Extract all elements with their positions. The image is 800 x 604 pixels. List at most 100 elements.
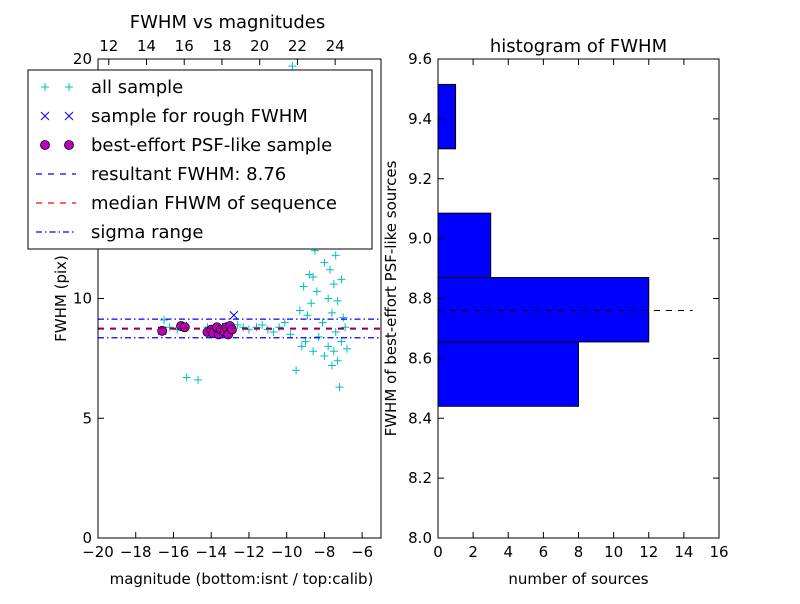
y-tick-label: 8.8 [408, 290, 432, 308]
point [312, 287, 321, 296]
y-tick-label: 10 [73, 290, 92, 308]
point [333, 296, 342, 305]
point [314, 332, 323, 341]
x-tick-label: 10 [604, 543, 623, 561]
x-tick-label: 8 [574, 543, 584, 561]
bar [437, 83, 457, 150]
y-axis-label: FWHM (pix) [52, 255, 70, 342]
legend-label: best-effort PSF-like sample [91, 135, 332, 156]
point [320, 258, 329, 267]
point [286, 330, 295, 339]
y-tick-label: 9.2 [408, 170, 432, 188]
y-tick-label: 8.6 [408, 349, 432, 367]
point [193, 375, 202, 384]
y-axis-label: FWHM of best-effort PSF-like sources [382, 160, 400, 436]
point [339, 313, 348, 322]
point [309, 272, 318, 281]
point [324, 342, 333, 351]
point [341, 323, 350, 332]
legend-swatch [65, 83, 73, 91]
point [299, 282, 308, 291]
point [333, 356, 342, 365]
point [275, 323, 284, 332]
plot-area [98, 62, 381, 392]
x-axis-label: magnitude (bottom:isnt / top:calib) [110, 570, 374, 588]
point [320, 351, 329, 360]
point [280, 318, 289, 327]
x-tick-label: −12 [233, 543, 265, 561]
bar [437, 341, 579, 407]
legend-swatch [40, 140, 50, 150]
legend-label: sigma range [91, 222, 203, 243]
x-tick-label: −16 [158, 543, 190, 561]
point [252, 323, 261, 332]
x-tick-label: −14 [195, 543, 227, 561]
chart-title: FWHM vs magnitudes [130, 12, 325, 33]
point [182, 373, 191, 382]
y-tick-label: 0 [82, 529, 92, 547]
legend-swatch [41, 83, 49, 91]
point [343, 344, 352, 353]
point [329, 280, 338, 289]
y-tick-label: 8.4 [408, 409, 432, 427]
x-tick-label: 12 [639, 543, 658, 561]
point [179, 322, 190, 333]
x2-tick-label: 22 [288, 37, 307, 55]
point [292, 366, 301, 375]
point [309, 347, 318, 356]
point [229, 310, 239, 320]
point [324, 294, 333, 303]
point [318, 318, 327, 327]
y-tick-label: 8.2 [408, 469, 432, 487]
point [288, 62, 297, 71]
x-tick-label: −18 [120, 543, 152, 561]
bar [437, 212, 492, 279]
x-tick-label: 16 [709, 543, 728, 561]
x-tick-label: −8 [313, 543, 335, 561]
x2-tick-label: 18 [212, 37, 231, 55]
legend-label: all sample [91, 77, 183, 98]
legend-swatch [64, 140, 74, 150]
legend-swatch [40, 111, 50, 121]
x-tick-label: 14 [674, 543, 693, 561]
x-tick-label: −10 [271, 543, 303, 561]
x2-tick-label: 14 [137, 37, 156, 55]
legend-swatch [64, 111, 74, 121]
legend-label: resultant FWHM: 8.76 [91, 164, 286, 185]
point [233, 320, 242, 329]
point [258, 320, 267, 329]
point [327, 361, 336, 370]
x2-tick-label: 24 [326, 37, 345, 55]
point [307, 299, 316, 308]
y-tick-label: 20 [73, 50, 92, 68]
point [335, 383, 344, 392]
x-tick-label: 2 [468, 543, 478, 561]
x-tick-label: −20 [82, 543, 114, 561]
y-tick-label: 8.0 [408, 529, 432, 547]
legend-frame [27, 69, 373, 250]
y-tick-label: 9.0 [408, 230, 432, 248]
point [337, 337, 346, 346]
point [303, 311, 312, 320]
legend: all sample sample for rough FWHM best-effo… [27, 69, 373, 250]
x-tick-label: 0 [433, 543, 443, 561]
point [165, 323, 174, 332]
legend-label: median FHWM of sequence [91, 193, 337, 214]
point [295, 306, 304, 315]
point [326, 265, 335, 274]
x2-tick-label: 16 [175, 37, 194, 55]
y-tick-label: 9.4 [408, 110, 432, 128]
y-tick-label: 5 [82, 409, 92, 427]
x-tick-label: 4 [503, 543, 513, 561]
x2-tick-label: 20 [250, 37, 269, 55]
point [301, 337, 310, 346]
y-tick-label: 9.6 [408, 50, 432, 68]
chart-title: histogram of FWHM [490, 36, 667, 57]
x-tick-label: −6 [351, 543, 373, 561]
x2-tick-label: 12 [99, 37, 118, 55]
legend-label: sample for rough FWHM [91, 106, 308, 127]
point [269, 328, 278, 337]
point [327, 308, 336, 317]
x-axis-label: number of sources [508, 570, 648, 588]
